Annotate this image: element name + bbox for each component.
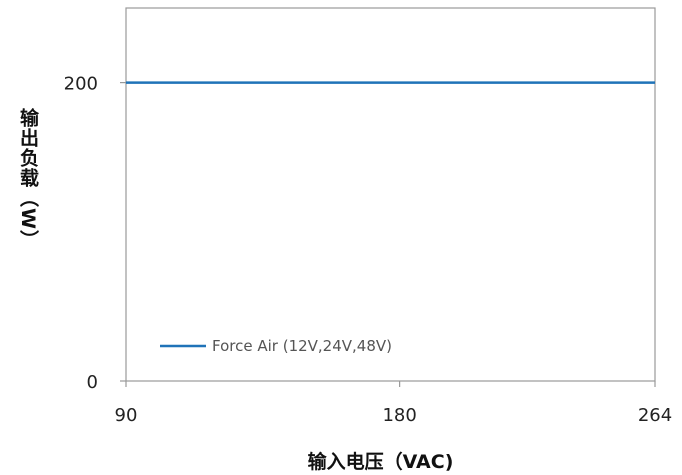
x-axis-label: 输入电压（VAC) (308, 450, 454, 473)
y-tick-label: 200 (64, 74, 98, 95)
x-tick-label: 264 (638, 405, 672, 426)
legend-entry: Force Air (12V,24V,48V) (212, 337, 392, 355)
x-tick-label: 180 (382, 405, 416, 426)
y-tick-label: 0 (87, 372, 98, 393)
x-tick-label: 90 (115, 405, 138, 426)
y-axis-label: 输出负载（W） (17, 108, 39, 250)
plot-frame (125, 7, 656, 382)
